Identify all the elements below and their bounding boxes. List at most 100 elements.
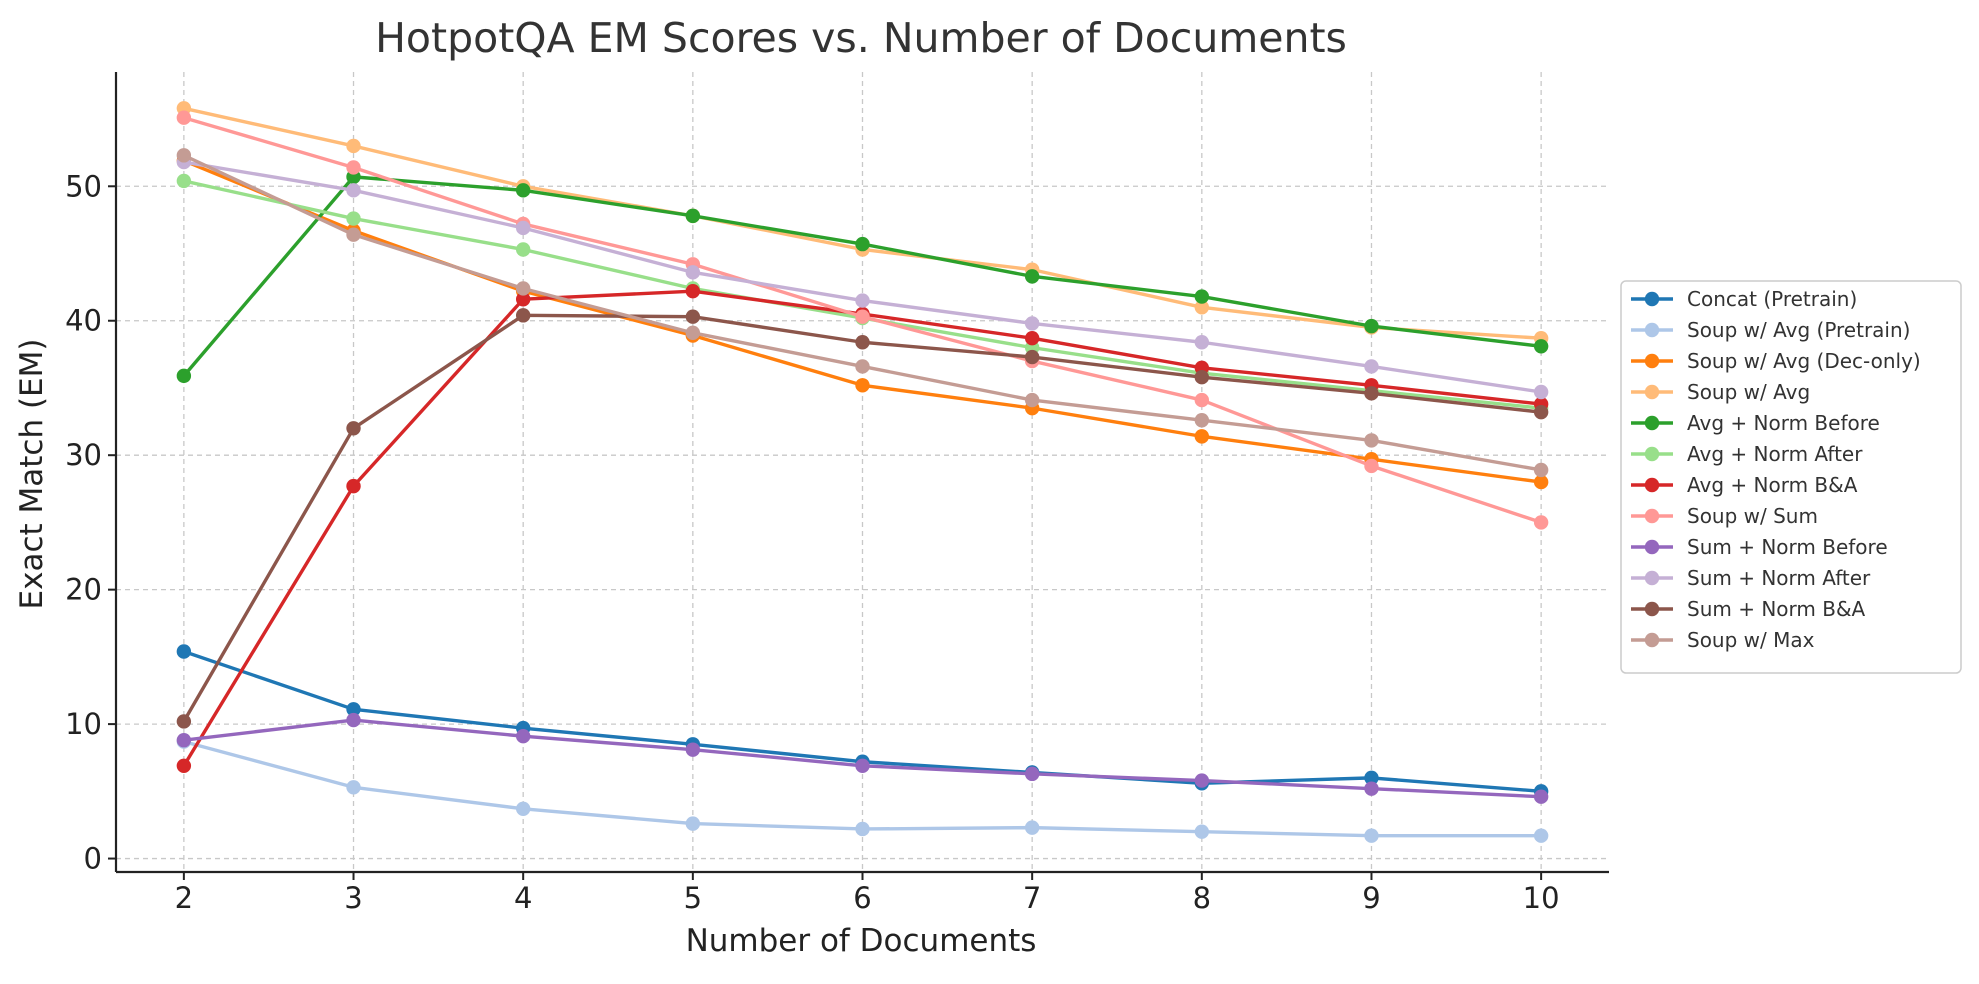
data-point xyxy=(346,702,361,717)
data-point xyxy=(515,281,531,296)
y-tick-label: 50 xyxy=(65,169,102,203)
data-point xyxy=(1364,433,1379,448)
data-point xyxy=(515,292,531,307)
data-point xyxy=(1364,318,1379,334)
data-point xyxy=(1533,404,1549,420)
legend-marker xyxy=(1644,477,1660,493)
legend-marker xyxy=(1644,539,1660,555)
data-point xyxy=(176,733,192,748)
data-point xyxy=(685,208,701,224)
legend-label: Avg + Norm Before xyxy=(1687,411,1880,435)
legend-entry-avg-norm-before: Avg + Norm Before xyxy=(1631,411,1880,435)
data-point xyxy=(1364,386,1379,401)
legend-label: Concat (Pretrain) xyxy=(1687,287,1857,311)
data-point xyxy=(855,293,870,308)
data-point xyxy=(685,283,701,299)
series-sum-norm-b-a xyxy=(176,308,1549,729)
data-point xyxy=(515,183,531,198)
legend-entry-avg-norm-b-a: Avg + Norm B&A xyxy=(1631,473,1858,497)
data-point xyxy=(1024,269,1040,284)
data-point xyxy=(1533,384,1549,400)
data-point xyxy=(1194,392,1210,408)
y-tick-label: 0 xyxy=(84,842,102,876)
series-soup-w-avg-pretrain xyxy=(176,734,1549,843)
legend-label: Soup w/ Avg (Pretrain) xyxy=(1687,318,1910,342)
data-point xyxy=(176,173,192,189)
legend-marker xyxy=(1644,322,1660,338)
data-point xyxy=(1364,359,1379,374)
y-tick-label: 10 xyxy=(65,707,102,741)
data-point xyxy=(176,110,192,125)
legend-entry-soup-w-avg: Soup w/ Avg xyxy=(1631,380,1810,404)
legend-label: Soup w/ Sum xyxy=(1687,504,1818,528)
x-tick-label: 7 xyxy=(1023,881,1041,915)
data-point xyxy=(346,227,361,242)
data-point xyxy=(346,183,361,198)
legend-label: Sum + Norm B&A xyxy=(1687,597,1866,621)
data-point xyxy=(685,325,701,341)
chart-title: HotpotQA EM Scores vs. Number of Documen… xyxy=(375,14,1347,62)
x-tick-label: 5 xyxy=(684,881,702,915)
x-tick-label: 10 xyxy=(1523,881,1560,915)
data-point xyxy=(1194,335,1210,350)
y-axis-label: Exact Match (EM) xyxy=(14,339,50,610)
data-point xyxy=(855,821,870,837)
data-point xyxy=(1194,370,1210,385)
data-point xyxy=(855,335,870,350)
data-point xyxy=(346,160,361,175)
y-tick-label: 40 xyxy=(65,304,102,338)
legend-entry-soup-w-max: Soup w/ Max xyxy=(1631,628,1815,652)
legend-label: Soup w/ Avg xyxy=(1687,380,1810,404)
legend-marker xyxy=(1644,570,1660,586)
legend: Concat (Pretrain) Soup w/ Avg (Pretrain) S… xyxy=(1620,280,1962,674)
series-avg-norm-before xyxy=(176,169,1549,384)
x-axis-label: Number of Documents xyxy=(686,923,1037,959)
data-point xyxy=(1024,392,1040,408)
legend-marker xyxy=(1644,384,1660,400)
data-point xyxy=(1364,781,1379,796)
x-tick-label: 2 xyxy=(175,881,193,915)
data-point xyxy=(176,644,192,659)
data-point xyxy=(1194,289,1210,304)
y-tick-label: 30 xyxy=(65,438,102,472)
x-tick-label: 3 xyxy=(344,881,362,915)
x-tick-label: 6 xyxy=(853,881,871,915)
legend-entry-soup-w-sum: Soup w/ Sum xyxy=(1631,504,1818,528)
y-tick-label: 20 xyxy=(65,573,102,607)
data-point xyxy=(1533,339,1549,354)
data-point xyxy=(855,236,870,252)
data-point xyxy=(1533,474,1549,490)
data-point xyxy=(855,378,870,393)
data-point xyxy=(1024,766,1040,782)
series-sum-norm-before xyxy=(176,712,1549,804)
legend-entry-soup-w-avg-pretrain: Soup w/ Avg (Pretrain) xyxy=(1631,318,1910,342)
series-lines xyxy=(176,101,1549,843)
legend-label: Avg + Norm After xyxy=(1687,442,1863,466)
data-point xyxy=(1533,462,1549,478)
data-point xyxy=(515,308,531,323)
data-point xyxy=(1364,770,1379,786)
x-tick-label: 9 xyxy=(1362,881,1380,915)
data-point xyxy=(1364,828,1379,843)
data-point xyxy=(346,138,361,154)
data-point xyxy=(685,309,701,324)
data-point xyxy=(346,421,361,436)
data-point xyxy=(1533,515,1549,530)
legend-entry-concat-pretrain: Concat (Pretrain) xyxy=(1631,287,1857,311)
data-point xyxy=(855,309,870,324)
legend-label: Sum + Norm Before xyxy=(1687,535,1888,559)
legend-marker xyxy=(1644,446,1660,462)
data-point xyxy=(1024,820,1040,835)
data-point xyxy=(1024,349,1040,365)
series-sum-norm-after xyxy=(176,154,1549,400)
data-point xyxy=(176,368,192,384)
legend-marker xyxy=(1644,353,1660,369)
data-point xyxy=(685,265,701,280)
data-point xyxy=(685,742,701,757)
legend-marker xyxy=(1644,632,1660,648)
legend-entry-sum-norm-before: Sum + Norm Before xyxy=(1631,535,1888,559)
x-tick-label: 4 xyxy=(514,881,532,915)
data-point xyxy=(176,758,192,773)
data-point xyxy=(1024,331,1040,346)
